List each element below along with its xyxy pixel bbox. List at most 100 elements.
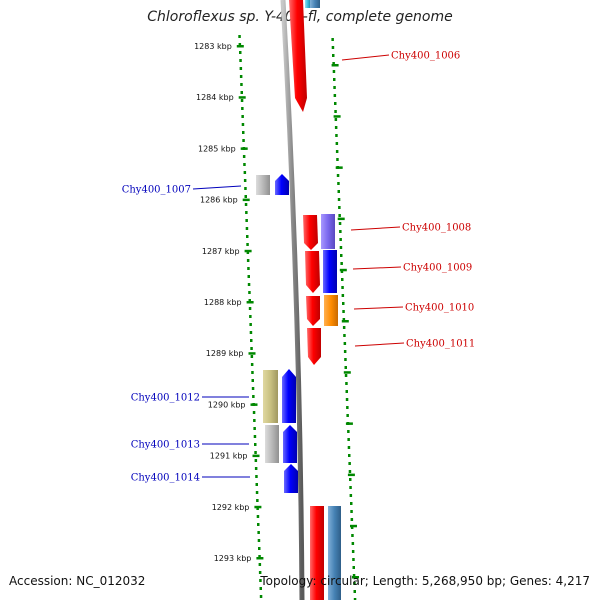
inner-track-dot bbox=[244, 195, 247, 198]
gene-feature-1012-cog[interactable] bbox=[263, 370, 278, 423]
scale-tick-mark bbox=[240, 147, 248, 150]
inner-track-dot bbox=[254, 459, 258, 462]
scale-tick-mark bbox=[236, 45, 244, 48]
inner-track-dot bbox=[256, 499, 259, 502]
inner-track-dot bbox=[250, 339, 253, 342]
scale-tick-mark bbox=[246, 301, 254, 304]
scale-tick-label: 1288 kbp bbox=[204, 298, 242, 307]
inner-track-dot bbox=[259, 587, 262, 590]
scale-tick-mark bbox=[238, 96, 246, 99]
gene-label-leader-line bbox=[350, 226, 401, 231]
outer-track-dot bbox=[353, 582, 356, 585]
scale-tick-mark bbox=[256, 557, 264, 560]
inner-track-dot bbox=[248, 299, 251, 302]
outer-track-dot bbox=[347, 446, 351, 449]
inner-track-dot bbox=[254, 451, 257, 454]
scale-tick-mark bbox=[254, 505, 262, 509]
inner-scale-track bbox=[238, 35, 263, 598]
outer-scale-tick-mark bbox=[335, 166, 343, 169]
inner-track-dot bbox=[241, 123, 245, 126]
gene-feature-1011[interactable] bbox=[307, 328, 321, 365]
gene-feature-top-steel[interactable] bbox=[310, 0, 320, 8]
inner-track-dot bbox=[257, 523, 260, 526]
outer-track-dot bbox=[342, 302, 345, 305]
gene-feature-1008-cog[interactable] bbox=[321, 214, 335, 249]
gene-feature-1013[interactable] bbox=[283, 425, 297, 463]
inner-track-dot bbox=[245, 219, 248, 222]
outer-track-dot bbox=[349, 486, 352, 489]
gene-label-chy400_1010[interactable]: Chy400_1010 bbox=[405, 303, 474, 314]
outer-track-dot bbox=[351, 550, 355, 553]
outer-track-dot bbox=[351, 542, 355, 545]
outer-track-dot bbox=[346, 406, 349, 409]
gene-feature-1009-cog[interactable] bbox=[323, 250, 337, 293]
gene-feature-1006[interactable] bbox=[289, 0, 307, 112]
inner-track-dot bbox=[253, 419, 256, 422]
scale-tick-mark bbox=[252, 454, 260, 458]
inner-track-dot bbox=[249, 331, 253, 334]
inner-track-dot bbox=[251, 387, 255, 390]
gene-feature-1007-gray[interactable] bbox=[256, 175, 270, 195]
outer-scale-tick-mark bbox=[347, 473, 355, 477]
outer-track-dot bbox=[342, 326, 346, 329]
inner-track-dot bbox=[256, 515, 260, 518]
outer-track-dot bbox=[340, 270, 344, 273]
inner-track-dot bbox=[252, 395, 255, 398]
inner-track-dot bbox=[251, 371, 254, 374]
outer-track-dot bbox=[348, 454, 351, 457]
scale-tick-label: 1286 kbp bbox=[200, 196, 238, 205]
outer-track-dot bbox=[339, 238, 342, 241]
outer-track-dot bbox=[337, 182, 340, 185]
gene-label-chy400_1007[interactable]: Chy400_1007 bbox=[122, 185, 191, 196]
outer-track-dot bbox=[353, 590, 356, 593]
outer-track-dot bbox=[346, 414, 349, 417]
inner-track-dot bbox=[241, 115, 244, 118]
inner-track-dot bbox=[247, 275, 250, 278]
gene-label-chy400_1009[interactable]: Chy400_1009 bbox=[403, 263, 472, 274]
inner-track-dot bbox=[256, 507, 259, 510]
outer-track-dot bbox=[341, 294, 345, 297]
outer-track-dot bbox=[342, 318, 346, 321]
outer-track-dot bbox=[348, 470, 352, 473]
inner-track-dot bbox=[257, 531, 260, 534]
gene-label-chy400_1008[interactable]: Chy400_1008 bbox=[402, 223, 471, 234]
gene-feature-1014[interactable] bbox=[284, 464, 298, 493]
outer-track-dot bbox=[350, 510, 353, 513]
gene-feature-1010-cog[interactable] bbox=[324, 295, 338, 326]
genome-backbone bbox=[280, 0, 305, 600]
outer-track-dot bbox=[338, 214, 341, 217]
outer-track-dot bbox=[337, 190, 340, 193]
outer-scale-tick-mark bbox=[333, 115, 341, 118]
outer-track-dot bbox=[350, 518, 354, 521]
gene-feature-1010[interactable] bbox=[306, 296, 320, 326]
inner-track-dot bbox=[255, 475, 258, 478]
gene-label-chy400_1006[interactable]: Chy400_1006 bbox=[391, 51, 460, 62]
gene-label-chy400_1013[interactable]: Chy400_1013 bbox=[131, 440, 200, 451]
gene-feature-top-cyan[interactable] bbox=[305, 0, 310, 8]
scale-tick-label: 1283 kbp bbox=[194, 42, 232, 51]
outer-track-dot bbox=[332, 54, 335, 57]
gene-feature-1009[interactable] bbox=[305, 251, 320, 293]
gene-feature-1013-cog[interactable] bbox=[265, 425, 279, 463]
inner-track-dot bbox=[245, 211, 248, 214]
inner-track-dot bbox=[250, 347, 253, 350]
gene-label-chy400_1012[interactable]: Chy400_1012 bbox=[131, 393, 200, 404]
outer-scale-tick-mark bbox=[331, 64, 339, 67]
outer-track-dot bbox=[339, 246, 343, 249]
inner-track-dot bbox=[240, 99, 244, 102]
gene-feature-1008[interactable] bbox=[303, 215, 318, 250]
outer-track-dot bbox=[335, 142, 339, 145]
inner-track-dot bbox=[244, 203, 248, 206]
inner-track-dot bbox=[243, 179, 247, 182]
gene-feature-1012[interactable] bbox=[282, 369, 296, 423]
inner-track-dot bbox=[258, 571, 262, 574]
outer-track-dot bbox=[331, 38, 334, 41]
gene-label-chy400_1014[interactable]: Chy400_1014 bbox=[131, 473, 200, 484]
gene-feature-bottom-red[interactable] bbox=[310, 506, 324, 600]
gene-feature-bottom-steel[interactable] bbox=[328, 506, 341, 600]
gene-label-chy400_1011[interactable]: Chy400_1011 bbox=[406, 339, 475, 350]
gene-feature-1007[interactable] bbox=[275, 174, 289, 195]
inner-track-dot bbox=[259, 595, 263, 598]
outer-track-dot bbox=[349, 494, 353, 497]
